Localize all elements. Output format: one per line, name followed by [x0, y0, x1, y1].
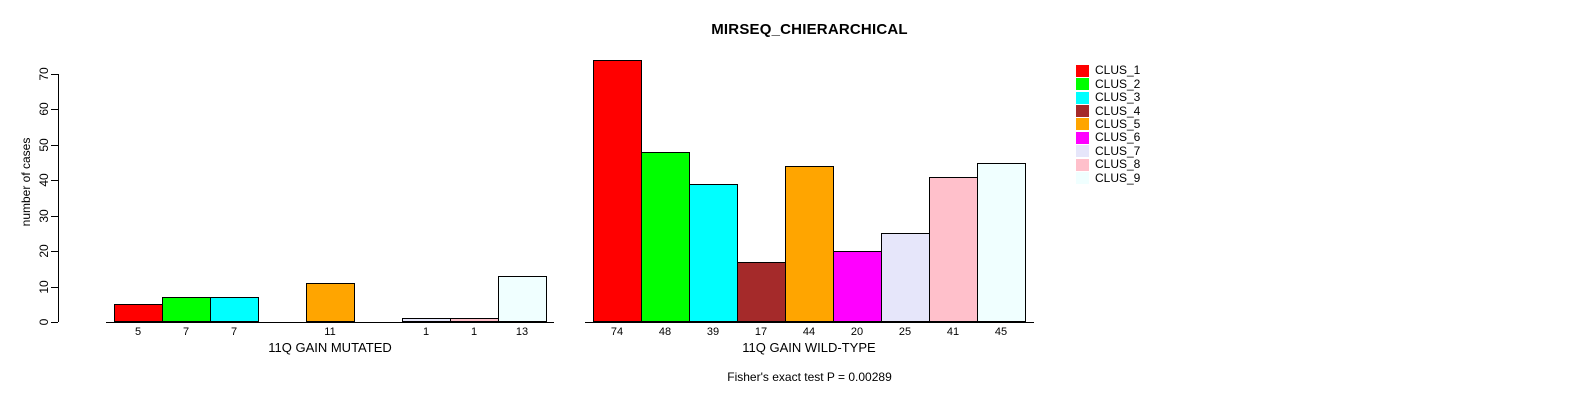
bar	[306, 283, 355, 322]
x-axis-line-mutated	[106, 322, 554, 323]
chart-title: MIRSEQ_CHIERARCHICAL	[711, 21, 908, 38]
bar-value-label: 48	[658, 326, 672, 338]
bar	[689, 184, 738, 322]
bar-value-label: 5	[134, 326, 142, 338]
bar-value-label: 13	[515, 326, 529, 338]
y-tick-label: 0	[37, 318, 51, 326]
bar	[498, 276, 547, 322]
bar-value-label: 45	[994, 326, 1008, 338]
y-tick	[51, 180, 58, 182]
legend-row: CLUS_1	[1076, 64, 1140, 77]
bar-value-label: 11	[324, 326, 336, 338]
bar	[785, 166, 834, 322]
bar	[641, 152, 690, 322]
bar	[737, 262, 786, 322]
y-tick	[51, 286, 58, 288]
bar-value-label: 41	[946, 326, 960, 338]
bar-value-label: 39	[706, 326, 720, 338]
y-tick-label: 50	[37, 138, 51, 152]
bar	[929, 177, 978, 322]
legend-row: CLUS_6	[1076, 131, 1140, 144]
legend-row: CLUS_5	[1076, 116, 1141, 131]
legend-label: CLUS_1	[1095, 63, 1141, 78]
y-tick-label: 60	[37, 102, 51, 117]
legend-color-swatch	[1076, 131, 1089, 144]
bar-value-label: 7	[230, 326, 238, 338]
bar-value-label: 20	[850, 326, 864, 338]
bar-value-label: 44	[802, 326, 816, 338]
legend-color-swatch	[1076, 64, 1089, 77]
y-tick-label: 70	[37, 67, 51, 81]
y-tick	[51, 144, 58, 146]
legend-row: CLUS_3	[1076, 91, 1140, 104]
bar-value-label: 74	[610, 326, 624, 338]
x-axis-title-wildtype: 11Q GAIN WILD-TYPE	[742, 340, 876, 355]
bar-value-label: 1	[470, 326, 478, 338]
bar-value-label: 17	[754, 326, 768, 338]
legend-label: CLUS_2	[1095, 76, 1141, 91]
legend-color-swatch	[1076, 78, 1089, 91]
legend-color-swatch	[1076, 158, 1089, 171]
legend-color-swatch	[1076, 172, 1089, 185]
y-axis-label: number of cases	[19, 137, 33, 227]
y-tick	[51, 251, 58, 253]
legend-label: CLUS_9	[1095, 170, 1141, 185]
legend-row: CLUS_7	[1076, 143, 1141, 158]
legend-color-swatch	[1076, 145, 1089, 158]
y-tick-label: 10	[37, 279, 51, 294]
bar	[593, 60, 642, 322]
bar	[881, 233, 930, 322]
legend-row: CLUS_4	[1076, 103, 1141, 118]
y-tick	[51, 73, 58, 75]
x-axis-line-wildtype	[585, 322, 1034, 323]
y-tick	[51, 109, 58, 111]
y-tick-label: 30	[37, 209, 51, 223]
y-tick-label: 40	[37, 173, 51, 187]
y-tick	[51, 215, 58, 217]
legend-color-swatch	[1076, 118, 1089, 131]
legend-row: CLUS_9	[1076, 170, 1141, 185]
bar	[162, 297, 211, 322]
legend-label: CLUS_3	[1095, 90, 1141, 105]
y-tick	[51, 322, 58, 323]
y-tick-label: 20	[37, 244, 51, 258]
bar-value-label: 7	[182, 326, 190, 338]
bar	[977, 163, 1026, 322]
legend-row: CLUS_2	[1076, 76, 1141, 91]
bar	[210, 297, 259, 322]
legend-color-swatch	[1076, 91, 1089, 104]
legend-label: CLUS_5	[1095, 116, 1141, 131]
legend-row: CLUS_8	[1076, 158, 1140, 171]
legend: CLUS_1 CLUS_2 CLUS_3 CLUS_4 CLUS_5 CLUS_6 CLUS…	[1076, 64, 1140, 185]
bar-value-label: 1	[422, 326, 430, 338]
bar-value-label: 25	[898, 326, 912, 338]
legend-label: CLUS_7	[1095, 143, 1141, 158]
legend-color-swatch	[1076, 105, 1089, 118]
legend-label: CLUS_4	[1095, 103, 1141, 118]
legend-label: CLUS_8	[1095, 157, 1141, 172]
bar	[114, 304, 163, 322]
y-axis-line	[58, 74, 59, 322]
x-axis-title-mutated: 11Q GAIN MUTATED	[268, 340, 392, 355]
fisher-test-annotation: Fisher's exact test P = 0.00289	[727, 370, 892, 384]
bar	[833, 251, 882, 322]
legend-label: CLUS_6	[1095, 130, 1141, 145]
